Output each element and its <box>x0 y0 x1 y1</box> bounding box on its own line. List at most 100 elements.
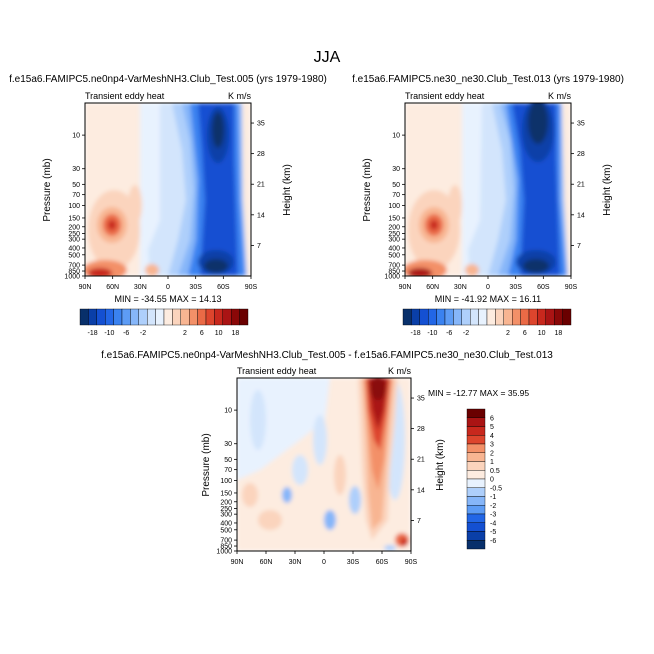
colorbar-swatch <box>197 308 207 326</box>
y2-tick-label: 14 <box>577 212 585 219</box>
page-title: JJA <box>314 49 341 66</box>
colorbar-label: 2 <box>183 330 187 337</box>
colorbar-swatch <box>188 308 198 326</box>
panel-1-title: f.e15a6.FAMIPC5.ne0np4-VarMeshNH3.Club_T… <box>9 74 327 85</box>
x-tick-label: 60N <box>426 284 439 291</box>
y-tick-label: 100 <box>388 203 400 210</box>
panel-1-field <box>85 103 251 276</box>
panel-1-ylabel: Pressure (mb) <box>42 158 53 221</box>
colorbar-label: -10 <box>104 330 114 337</box>
y2-tick-label: 28 <box>257 151 265 158</box>
colorbar-swatch <box>503 308 513 326</box>
panel-2-stats: MIN = -41.92 MAX = 16.11 <box>435 294 541 304</box>
panel-3-right-label: K m/s <box>388 366 412 376</box>
colorbar-swatch <box>466 505 486 515</box>
colorbar-swatch <box>466 408 486 418</box>
panel-1-stats: MIN = -34.55 MAX = 14.13 <box>114 294 221 304</box>
y-tick-label: 50 <box>392 182 400 189</box>
colorbar-swatch <box>222 308 232 326</box>
x-tick-label: 90N <box>399 284 412 291</box>
colorbar-swatch <box>230 308 240 326</box>
panel-3-colorbar: 6 5 4 32 1 0.5 0-0.5 -1 -2 -3-4 -5 -6 <box>466 408 502 550</box>
colorbar-swatch <box>180 308 190 326</box>
panel-1-ylabel-right: Height (km) <box>282 164 293 216</box>
y-tick-label: 70 <box>392 192 400 199</box>
colorbar-swatch <box>461 308 471 326</box>
colorbar-label: 0 <box>490 477 494 484</box>
x-tick-label: 60S <box>217 284 230 291</box>
y-tick-label: 1000 <box>64 274 80 281</box>
y-tick-label: 500 <box>388 252 400 259</box>
x-tick-label: 90S <box>245 284 258 291</box>
colorbar-label: -3 <box>490 512 496 519</box>
colorbar-swatch <box>146 308 156 326</box>
panel-2-title: f.e15a6.FAMIPC5.ne30_ne30.Club_Test.013 … <box>352 74 624 85</box>
y-tick-label: 30 <box>224 441 232 448</box>
y-tick-label: 250 <box>388 231 400 238</box>
y-tick-label: 70 <box>224 467 232 474</box>
y-tick-label: 30 <box>392 166 400 173</box>
x-tick-label: 90N <box>231 559 244 566</box>
colorbar-label: 3 <box>490 442 494 449</box>
colorbar-label: -18 <box>88 330 98 337</box>
panel-3-ylabel-right: Height (km) <box>435 439 446 491</box>
colorbar-label: 6 <box>523 330 527 337</box>
colorbar-label: 4 <box>490 433 494 440</box>
colorbar-swatch <box>466 522 486 532</box>
colorbar-swatch <box>466 513 486 523</box>
colorbar-label: 10 <box>538 330 546 337</box>
x-tick-label: 30S <box>509 284 522 291</box>
y2-tick-label: 7 <box>417 518 421 525</box>
y-tick-label: 1000 <box>384 274 400 281</box>
y-tick-label: 150 <box>388 215 400 222</box>
colorbar-swatch <box>478 308 488 326</box>
y-tick-label: 100 <box>68 203 80 210</box>
y-tick-label: 1000 <box>216 549 232 556</box>
x-tick-label: 0 <box>166 284 170 291</box>
y-tick-label: 700 <box>68 263 80 270</box>
colorbar-swatch <box>495 308 504 326</box>
panel-2-ylabel: Pressure (mb) <box>362 158 373 221</box>
colorbar-swatch <box>172 308 181 326</box>
x-tick-label: 60S <box>537 284 550 291</box>
colorbar-swatch <box>96 308 106 326</box>
y2-tick-label: 21 <box>257 182 265 189</box>
y-tick-label: 850 <box>388 269 400 276</box>
x-tick-label: 30N <box>454 284 467 291</box>
colorbar-label: 6 <box>200 330 204 337</box>
colorbar-swatch <box>470 308 479 326</box>
x-tick-label: 0 <box>486 284 490 291</box>
y2-tick-label: 7 <box>257 243 261 250</box>
colorbar-swatch <box>402 308 412 326</box>
y-tick-label: 200 <box>388 224 400 231</box>
colorbar-label: 5 <box>490 424 494 431</box>
colorbar-label: -18 <box>411 330 421 337</box>
y2-tick-label: 14 <box>417 487 425 494</box>
colorbar-label: 2 <box>490 450 494 457</box>
colorbar-swatch <box>214 308 223 326</box>
y-tick-label: 200 <box>220 499 232 506</box>
y2-tick-label: 35 <box>257 121 265 128</box>
colorbar-label: -4 <box>490 520 496 527</box>
y2-tick-label: 7 <box>577 243 581 250</box>
panel-2-colorbar: -18 -10 -6 -2 2 6 10 18 <box>402 308 572 337</box>
colorbar-swatch <box>419 308 429 326</box>
y-tick-label: 500 <box>220 527 232 534</box>
y-tick-label: 250 <box>220 506 232 513</box>
panel-1: f.e15a6.FAMIPC5.ne0np4-VarMeshNH3.Club_T… <box>9 74 327 337</box>
colorbar-label: 18 <box>555 330 563 337</box>
y-tick-label: 400 <box>220 520 232 527</box>
colorbar-swatch <box>113 308 123 326</box>
y-tick-label: 10 <box>392 133 400 140</box>
colorbar-swatch <box>411 308 420 326</box>
colorbar-label: -0.5 <box>490 485 502 492</box>
panel-2-right-label: K m/s <box>548 91 572 101</box>
y-tick-label: 300 <box>68 237 80 244</box>
y-tick-label: 30 <box>72 166 80 173</box>
y-tick-label: 400 <box>388 245 400 252</box>
y2-tick-label: 35 <box>577 121 585 128</box>
colorbar-swatch <box>466 470 486 480</box>
colorbar-swatch <box>528 308 538 326</box>
colorbar-label: 1 <box>490 459 494 466</box>
colorbar-swatch <box>554 308 563 326</box>
